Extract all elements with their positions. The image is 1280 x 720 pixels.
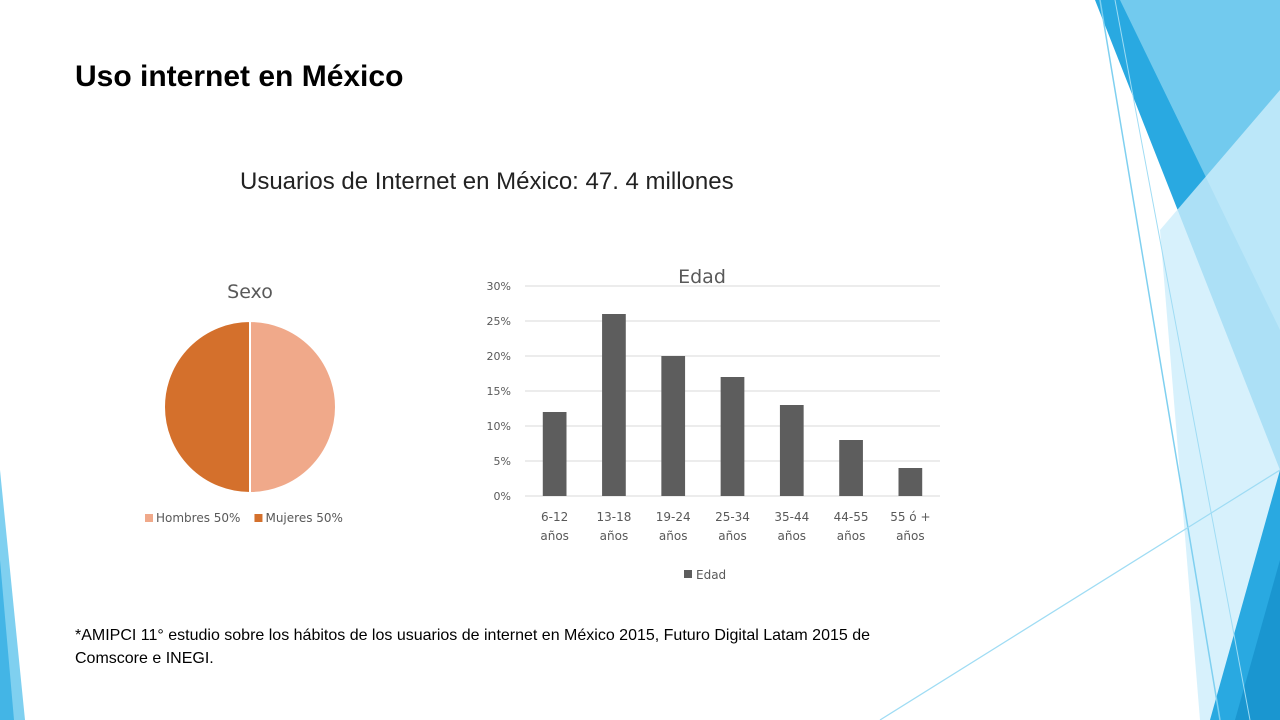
bar-5 (839, 440, 863, 496)
x-tick-label: años (837, 529, 866, 543)
x-tick-label: años (540, 529, 569, 543)
x-tick-label: años (896, 529, 925, 543)
x-tick-label: 6-12 (541, 510, 568, 524)
bar-6 (898, 468, 923, 496)
deco-facet-mid (1160, 90, 1280, 720)
bar-3 (720, 377, 745, 496)
legend-label-mujeres: Mujeres 50% (265, 511, 342, 525)
pie-chart-sexo: Sexo Hombres 50% Mujeres 50% (145, 281, 343, 525)
pie-slice-hombres (249, 319, 337, 495)
x-tick-label: 19-24 (656, 510, 691, 524)
x-tick-label: años (778, 529, 807, 543)
legend-label-hombres: Hombres 50% (156, 511, 240, 525)
source-footnote: *AMIPCI 11° estudio sobre los hábitos de… (75, 627, 870, 667)
deco-triangle-bottom-dark (1235, 560, 1280, 720)
y-tick-label: 10% (487, 420, 511, 433)
x-tick-label: 35-44 (774, 510, 809, 524)
deco-line-3 (879, 469, 1280, 720)
legend-swatch-edad (684, 570, 692, 578)
slide-subtitle: Usuarios de Internet en México: 47. 4 mi… (240, 168, 734, 195)
pie-title: Sexo (227, 281, 273, 303)
legend-swatch-mujeres (254, 514, 263, 522)
y-tick-label: 30% (487, 280, 511, 293)
pie-slice-mujeres (163, 319, 251, 495)
legend-label-edad: Edad (696, 568, 726, 582)
x-tick-label: 25-34 (715, 510, 750, 524)
bar-4 (779, 405, 804, 496)
x-tick-label: años (718, 529, 747, 543)
y-tick-label: 15% (487, 385, 511, 398)
x-tick-label: 44-55 (834, 510, 869, 524)
x-tick-label: años (659, 529, 688, 543)
bar-0 (542, 412, 567, 496)
y-tick-label: 20% (487, 350, 511, 363)
y-tick-label: 5% (494, 455, 511, 468)
deco-line-1 (1099, 0, 1221, 720)
y-tick-label: 25% (487, 315, 511, 328)
bar-1 (602, 314, 626, 496)
slide-title: Uso internet en México (75, 60, 404, 93)
deco-left-triangle-dark (0, 560, 14, 720)
y-tick-label: 0% (494, 490, 511, 503)
x-tick-label: 55 ó + (890, 510, 930, 524)
bar-2 (661, 356, 686, 496)
x-tick-label: años (600, 529, 629, 543)
deco-line-2 (1114, 0, 1251, 720)
bar-chart-edad: Edad 0% 5% 10% 15% 20% 25% 30% 6-12 años 13-18 años… (487, 266, 940, 582)
bar-title: Edad (678, 266, 726, 288)
legend-swatch-hombres (145, 514, 153, 522)
x-tick-label: 13-18 (596, 510, 631, 524)
